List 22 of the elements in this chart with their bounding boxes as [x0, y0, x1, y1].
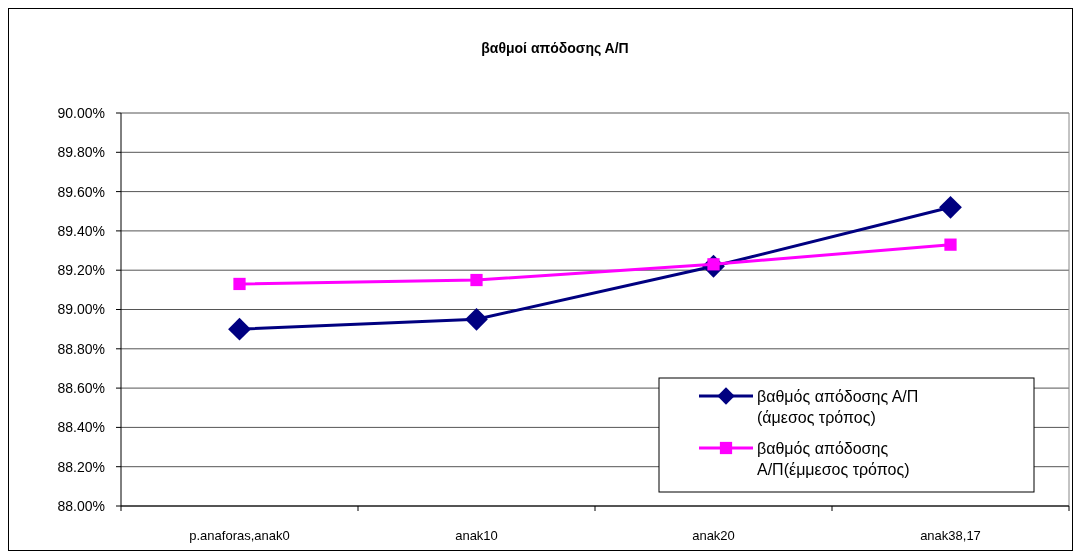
point [944, 238, 957, 251]
legend-label: βαθμός απόδοσης Α/Π(έμμεσος τρόπος) [757, 439, 910, 478]
y-tick-label: 89.80% [57, 144, 105, 161]
y-tick-label: 89.20% [57, 262, 105, 279]
y-tick-label: 88.60% [57, 380, 105, 396]
x-tick-label: anak20 [692, 528, 735, 543]
y-tick-label: 88.20% [57, 458, 105, 475]
y-tick-label: 88.00% [57, 497, 105, 514]
y-tick-label: 89.40% [57, 222, 105, 239]
y-tick-label: 89.00% [57, 301, 105, 318]
point [939, 195, 962, 219]
x-tick-label: anak38,17 [920, 528, 981, 543]
x-tick-label: p.anaforas,anak0 [189, 528, 290, 543]
y-tick-label: 88.40% [57, 419, 105, 436]
point [228, 317, 251, 341]
legend-label: βαθμός απόδοσης Α/Π (άμεσος τρόπος) [757, 387, 919, 426]
y-tick-label: 90.00% [57, 104, 105, 121]
chart-title: βαθμοί απόδοσης Α/Π [481, 40, 629, 56]
x-tick-label: anak10 [455, 528, 498, 543]
y-tick-label: 88.80% [57, 340, 105, 357]
y-tick-label: 89.60% [57, 183, 105, 200]
point [233, 277, 246, 291]
